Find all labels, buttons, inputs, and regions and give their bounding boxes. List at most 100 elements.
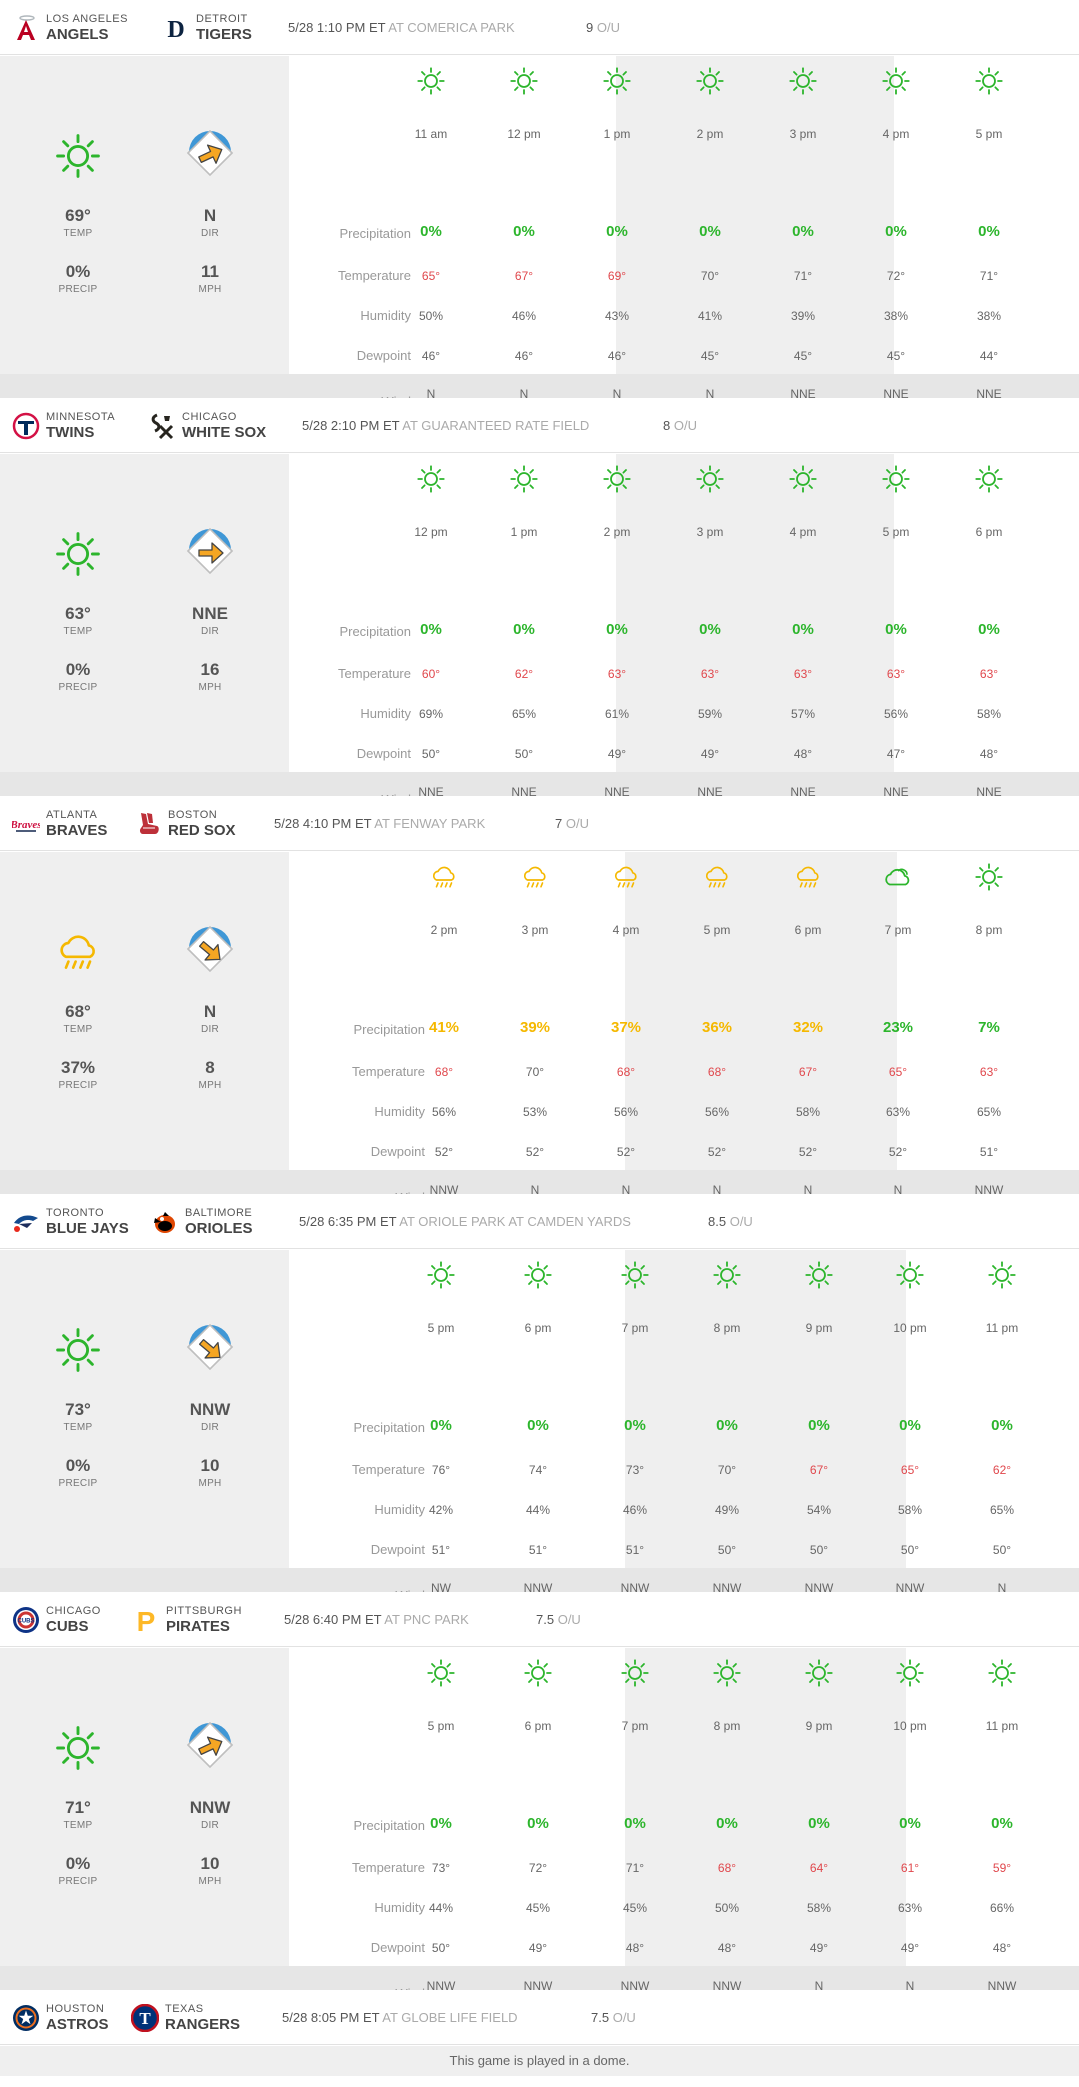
hour-precip: 0% — [699, 223, 721, 240]
game-header[interactable]: LOS ANGELES ANGELS D DETROIT TIGERS 5/28 1:10… — [0, 0, 1079, 55]
game-header[interactable]: CUBS CHICAGO CUBS P PITTSBURGH PIRATES 5/28 6:… — [0, 1592, 1079, 1647]
hour-dewpoint: 49° — [528, 1941, 548, 1955]
hour-time: 3 pm — [789, 127, 817, 141]
hour-dewpoint: 50° — [992, 1543, 1012, 1557]
hour-precip: 0% — [716, 1417, 738, 1434]
weather-body: 69° TEMP 0% PRECIP N DIR 11 MPH Precipitation Tem… — [0, 56, 1079, 417]
sun-icon — [881, 66, 911, 96]
hour-humidity: 50% — [418, 309, 444, 323]
hour-time: 7 pm — [884, 923, 912, 937]
hour-time: 1 pm — [510, 525, 538, 539]
row-label-humidity: Humidity — [360, 308, 411, 323]
hour-dewpoint: 52° — [434, 1145, 454, 1159]
hour-wind-dir: NNW — [712, 1581, 742, 1595]
hour-precip: 0% — [527, 1815, 549, 1832]
svg-text:D: D — [167, 17, 184, 42]
summary-dir-label: DIR — [200, 228, 220, 239]
away-team-city: LOS ANGELES — [46, 13, 128, 25]
hour-wind-dir: NNW — [620, 1979, 650, 1993]
summary-precip: 0% — [65, 1456, 91, 1475]
hour-dewpoint: 48° — [793, 747, 813, 761]
summary-mph-label: MPH — [198, 1876, 222, 1887]
wind-direction-icon — [185, 924, 235, 974]
over-under: 7.5 O/U — [591, 2010, 636, 2025]
sun-icon — [974, 66, 1004, 96]
summary-temp: 68° — [65, 1002, 91, 1021]
away-team-name: ANGELS — [46, 26, 109, 43]
row-label-precipitation: Precipitation — [339, 624, 411, 639]
hour-time: 6 pm — [794, 923, 822, 937]
hour-temp: 68° — [717, 1861, 737, 1875]
game-time: 5/28 8:05 PM ET — [282, 2010, 380, 2025]
white-sox-logo — [148, 412, 176, 440]
hour-time: 2 pm — [696, 127, 724, 141]
sun-icon — [881, 464, 911, 494]
hour-humidity: 46% — [511, 309, 537, 323]
hour-time: 4 pm — [612, 923, 640, 937]
hour-dewpoint: 51° — [979, 1145, 999, 1159]
summary-dir-label: DIR — [200, 1422, 220, 1433]
hour-dewpoint: 45° — [700, 349, 720, 363]
hour-precip: 0% — [716, 1815, 738, 1832]
hour-temp: 70° — [717, 1463, 737, 1477]
hour-wind-dir: N — [814, 1979, 824, 1993]
hour-precip: 0% — [991, 1815, 1013, 1832]
sun-icon — [416, 464, 446, 494]
hour-wind-dir: N — [803, 1183, 813, 1197]
game-header[interactable]: TORONTO BLUE JAYS BALTIMORE ORIOLES 5/28 6:3… — [0, 1194, 1079, 1249]
hour-dewpoint: 49° — [607, 747, 627, 761]
away-team-name: BLUE JAYS — [46, 1220, 129, 1237]
hour-dewpoint: 48° — [979, 747, 999, 761]
hour-time: 6 pm — [524, 1321, 552, 1335]
game-time: 5/28 2:10 PM ET — [302, 418, 400, 433]
hour-time: 9 pm — [805, 1719, 833, 1733]
pirates-logo: P — [132, 1606, 160, 1637]
hour-time: 3 pm — [521, 923, 549, 937]
weather-body: 71° TEMP 0% PRECIP NNW DIR 10 MPH Precipitation T… — [0, 1648, 1079, 2009]
sun-icon — [712, 1260, 742, 1290]
hour-time: 6 pm — [975, 525, 1003, 539]
hour-dewpoint: 52° — [525, 1145, 545, 1159]
weather-summary: 69° TEMP 0% PRECIP N DIR 11 MPH — [0, 56, 288, 374]
row-label-precipitation: Precipitation — [353, 1022, 425, 1037]
hour-time: 8 pm — [713, 1719, 741, 1733]
over-under-value: 8 — [663, 418, 671, 433]
game-header[interactable]: HOUSTON ASTROS T TEXAS RANGERS 5/28 8:05 PM E… — [0, 1990, 1079, 2045]
row-label-temperature: Temperature — [352, 1860, 425, 1875]
hour-time: 5 pm — [975, 127, 1003, 141]
wind-direction-icon — [185, 526, 235, 576]
hour-precip: 39% — [519, 1019, 551, 1036]
sun-icon — [974, 464, 1004, 494]
sun-icon — [602, 464, 632, 494]
rain-cloud-icon — [611, 862, 641, 892]
hour-precip: 0% — [991, 1417, 1013, 1434]
hour-humidity: 45% — [525, 1901, 551, 1915]
sun-icon — [987, 1658, 1017, 1688]
sun-icon — [804, 1260, 834, 1290]
game-header[interactable]: MINNESOTA TWINS CHICAGO WHITE SOX 5/28 2:10 … — [0, 398, 1079, 453]
svg-text:CUBS: CUBS — [17, 1619, 34, 1625]
astros-logo — [12, 2004, 40, 2032]
hour-humidity: 58% — [897, 1503, 923, 1517]
away-team-city: HOUSTON — [46, 2003, 105, 2015]
orioles-logo — [151, 1208, 179, 1236]
hour-dewpoint: 48° — [625, 1941, 645, 1955]
row-label-dewpoint: Dewpoint — [370, 1542, 425, 1557]
game-window-shade — [625, 1250, 906, 1568]
rain-cloud-icon — [520, 862, 550, 892]
hour-precip: 0% — [606, 223, 628, 240]
hour-wind-dir: N — [621, 1183, 631, 1197]
cubs-logo: CUBS — [12, 1606, 40, 1634]
hour-precip: 23% — [882, 1019, 914, 1036]
hour-wind-dir: N — [997, 1581, 1007, 1595]
hour-time: 8 pm — [975, 923, 1003, 937]
game-time: 5/28 6:35 PM ET — [299, 1214, 397, 1229]
hour-temp: 68° — [707, 1065, 727, 1079]
summary-precip: 0% — [65, 1854, 91, 1873]
over-under: 8 O/U — [663, 418, 697, 433]
hour-humidity: 44% — [428, 1901, 454, 1915]
hourly-forecast-table: Precipitation Temperature Humidity Dewpoint… — [289, 1250, 1079, 1611]
hour-humidity: 63% — [885, 1105, 911, 1119]
hour-dewpoint: 50° — [431, 1941, 451, 1955]
